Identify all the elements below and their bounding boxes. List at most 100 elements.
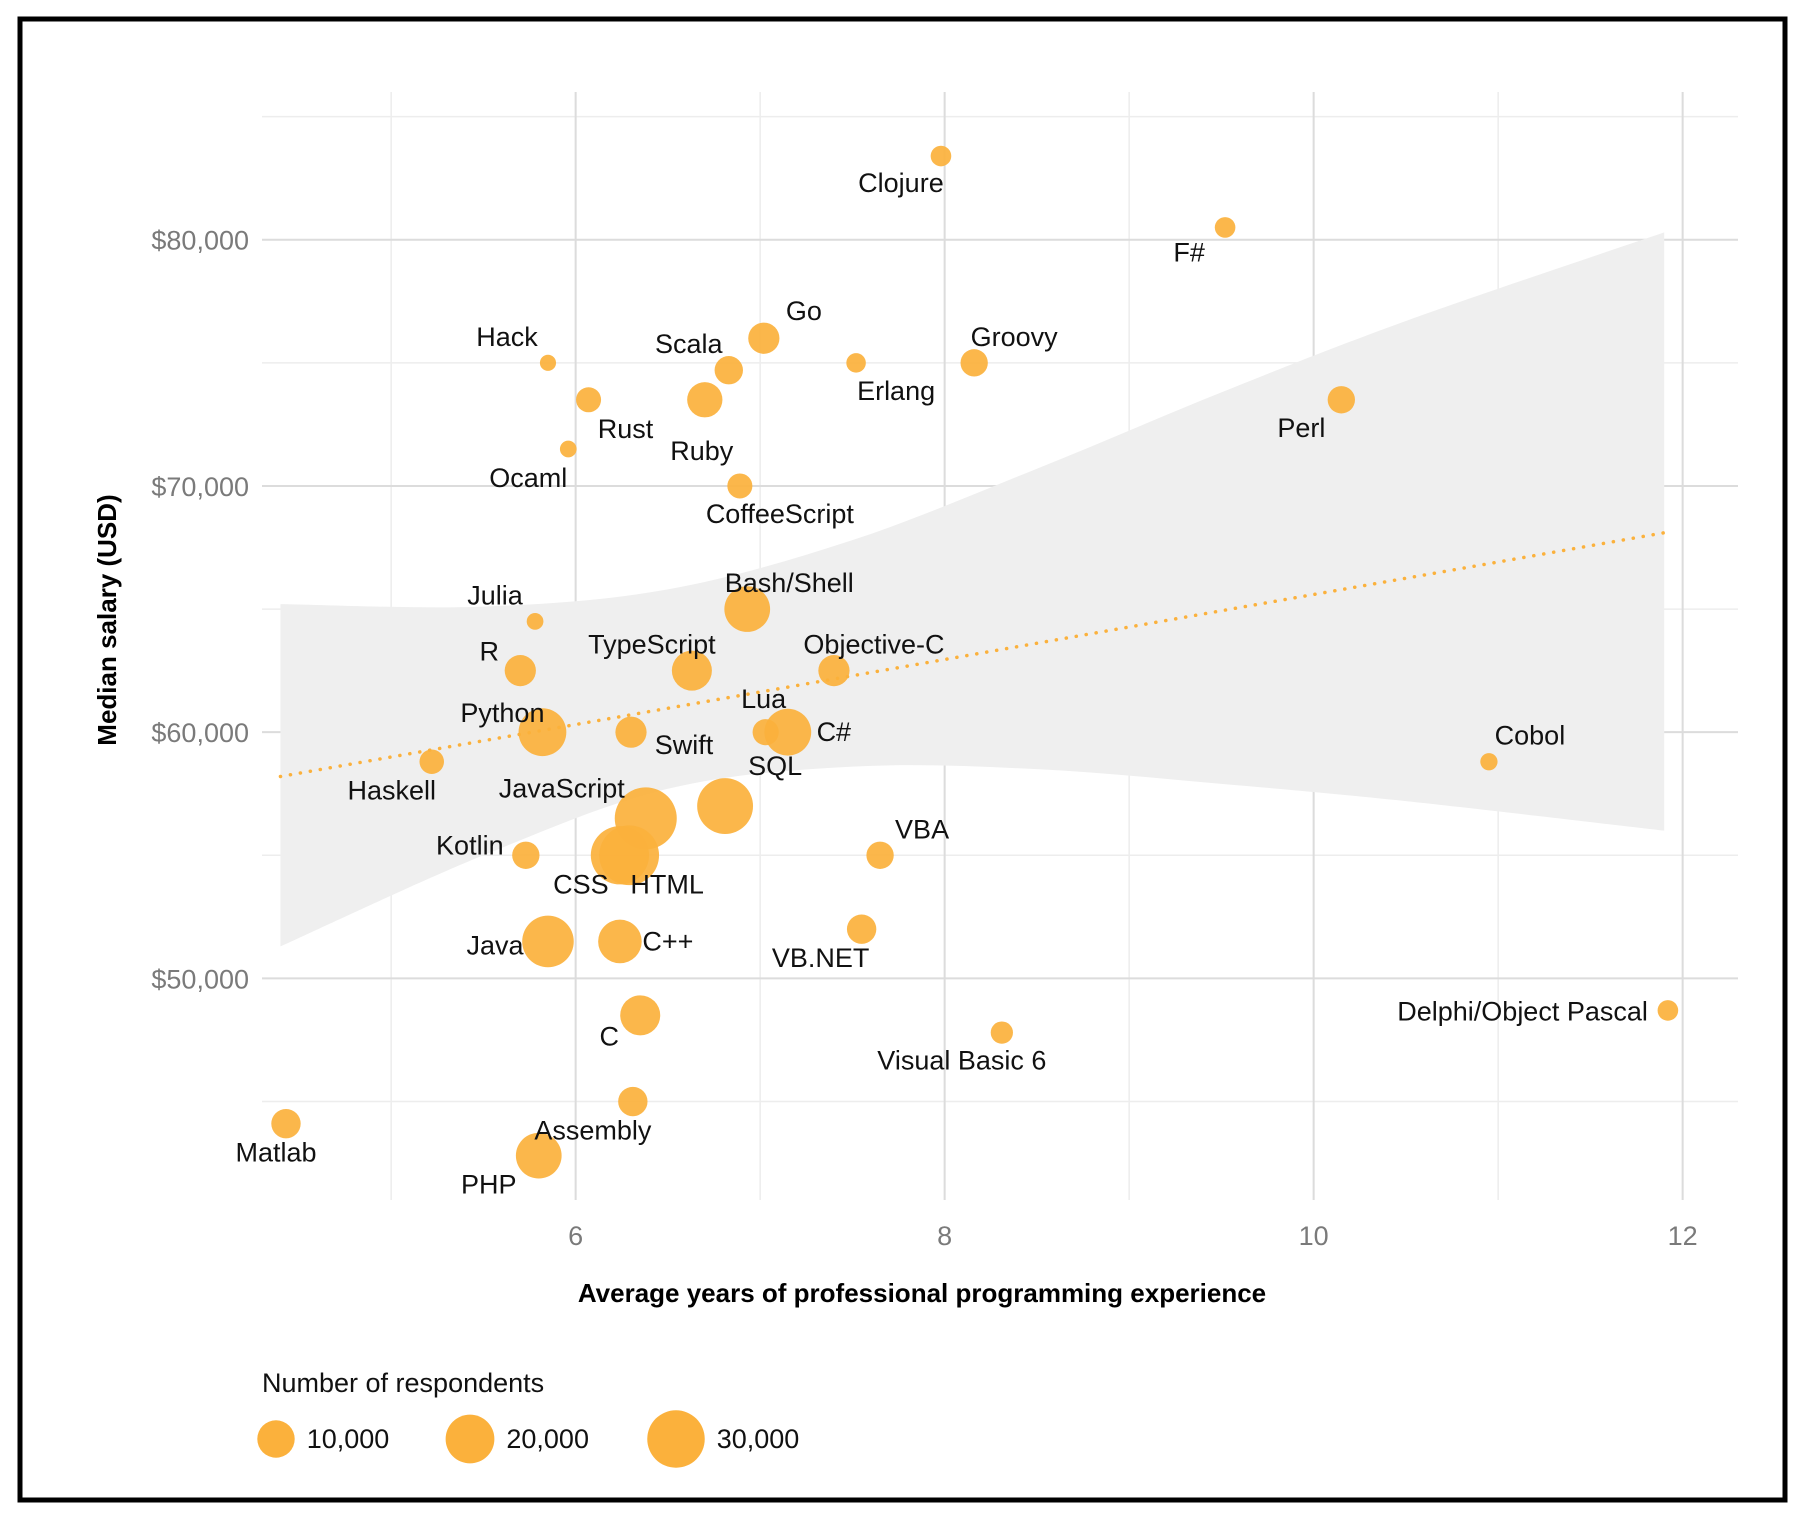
y-tick-label: $50,000 <box>151 964 249 994</box>
y-tick-label: $80,000 <box>151 226 249 256</box>
point-assembly <box>618 1086 648 1117</box>
point-label: F# <box>1173 237 1205 267</box>
y-tick-label: $70,000 <box>151 472 249 502</box>
legend-swatch <box>257 1420 295 1458</box>
point-label: Ruby <box>670 436 734 466</box>
point-vba <box>866 841 894 869</box>
point-ruby <box>687 382 723 418</box>
point-label: Visual Basic 6 <box>877 1046 1046 1076</box>
point-label: C++ <box>642 926 693 956</box>
point-f- <box>1214 217 1236 238</box>
point-ocaml <box>559 440 577 458</box>
point-python <box>518 708 567 757</box>
point-sql <box>697 778 754 834</box>
point-label: VB.NET <box>772 943 870 973</box>
point-coffeescript <box>727 473 753 499</box>
point-php <box>515 1132 562 1179</box>
x-axis-title: Average years of professional programmin… <box>578 1278 1266 1308</box>
point-visual-basic-6 <box>990 1021 1013 1044</box>
point-label: Bash/Shell <box>725 568 854 598</box>
point-label: VBA <box>895 814 949 844</box>
point-delphi-object-pascal <box>1657 1000 1679 1021</box>
point-label: Python <box>460 698 544 728</box>
point-hack <box>539 354 557 371</box>
x-tick-label: 6 <box>568 1221 583 1251</box>
data-points <box>271 145 1679 1179</box>
point-label: Erlang <box>857 376 935 406</box>
point-erlang <box>846 353 866 373</box>
point-label: Kotlin <box>436 830 504 860</box>
point-label: SQL <box>748 751 802 781</box>
point-kotlin <box>512 841 540 869</box>
point-scala <box>714 356 743 385</box>
point-label: Java <box>466 930 524 960</box>
point-c- <box>598 919 642 964</box>
point-label: PHP <box>461 1170 517 1200</box>
point-label: Cobol <box>1495 721 1566 751</box>
point-java <box>522 915 574 968</box>
point-label: TypeScript <box>588 630 716 660</box>
point-typescript <box>671 650 712 691</box>
legend-label: 30,000 <box>717 1424 800 1454</box>
point-go <box>748 322 780 354</box>
legend-title: Number of respondents <box>262 1368 544 1398</box>
x-tick-label: 12 <box>1668 1221 1698 1251</box>
point-label: C <box>599 1021 619 1051</box>
y-axis-ticks: $50,000 $60,000 $70,000 $80,000 <box>151 226 249 995</box>
point-swift <box>615 716 647 748</box>
point-c- <box>764 708 812 756</box>
point-label: Julia <box>467 580 524 610</box>
point-label: CSS <box>553 869 609 899</box>
legend-label: 20,000 <box>506 1424 589 1454</box>
point-label: Objective-C <box>803 630 944 660</box>
point-label: Groovy <box>971 322 1059 352</box>
point-label: Hack <box>476 322 538 352</box>
point-label: C# <box>817 717 852 747</box>
point-r <box>504 655 536 687</box>
trend-dotted-line <box>278 530 1666 779</box>
y-tick-label: $60,000 <box>151 718 249 748</box>
point-haskell <box>419 749 444 774</box>
x-axis-ticks: 6 8 10 12 <box>568 1221 1698 1251</box>
legend: 10,000 20,000 30,000 <box>257 1410 800 1468</box>
point-clojure <box>930 145 952 167</box>
point-label: Go <box>786 296 822 326</box>
point-vb-net <box>846 914 877 944</box>
point-matlab <box>271 1108 301 1139</box>
point-label: Perl <box>1277 413 1325 443</box>
legend-swatch <box>647 1410 705 1468</box>
trend-line <box>278 530 1666 779</box>
y-axis-title: Median salary (USD) <box>92 494 122 745</box>
point-julia <box>526 613 544 630</box>
point-label: CoffeeScript <box>706 499 855 529</box>
legend-label: 10,000 <box>307 1424 390 1454</box>
legend-swatch <box>445 1414 495 1464</box>
point-bash-shell <box>724 586 771 632</box>
point-label: Clojure <box>858 168 944 198</box>
point-label: Ocaml <box>489 463 567 493</box>
point-label: HTML <box>630 869 704 899</box>
point-label: Haskell <box>347 776 436 806</box>
point-html <box>599 825 660 886</box>
point-perl <box>1327 386 1355 414</box>
point-label: Lua <box>741 684 787 714</box>
point-label: Assembly <box>534 1116 652 1146</box>
point-rust <box>576 387 602 413</box>
point-groovy <box>960 349 988 377</box>
point-c <box>620 995 661 1036</box>
point-label: JavaScript <box>499 773 626 803</box>
point-label: Delphi/Object Pascal <box>1397 996 1648 1026</box>
point-objective-c <box>818 655 850 687</box>
confidence-band-area <box>280 232 1665 947</box>
x-tick-label: 10 <box>1299 1221 1329 1251</box>
x-tick-label: 8 <box>937 1221 952 1251</box>
point-label: R <box>480 637 500 667</box>
point-label: Swift <box>655 730 714 760</box>
point-label: Scala <box>655 329 724 359</box>
point-label: Matlab <box>235 1138 316 1168</box>
point-cobol <box>1480 753 1498 771</box>
point-labels: Clojure F# Hack Go Scala Erlang Groovy Rust Ruby… <box>235 168 1647 1200</box>
point-label: Rust <box>598 414 654 444</box>
confidence-band <box>280 232 1665 947</box>
